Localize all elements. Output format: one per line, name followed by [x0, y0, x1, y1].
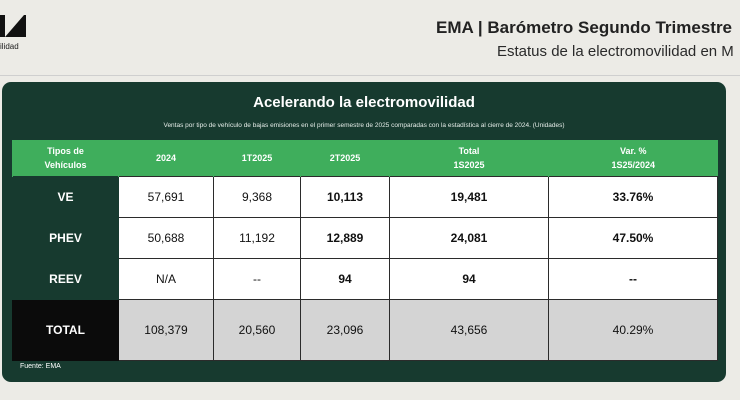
row-label: VE — [12, 176, 119, 218]
table-cell: 94 — [300, 258, 390, 300]
header-label: 1S25/2024 — [611, 160, 656, 170]
sales-table: Tipos de Vehículos 2024 1T2025 2T2025 To… — [12, 140, 718, 361]
header-label: 2T2025 — [329, 153, 361, 163]
table-cell: -- — [213, 258, 301, 300]
row-label: REEV — [12, 258, 119, 300]
table-cell: N/A — [118, 258, 214, 300]
header-label: 1T2025 — [241, 153, 273, 163]
row-label: TOTAL — [12, 299, 119, 361]
header-label: Tipos de — [47, 146, 84, 156]
card-title: Acelerando la electromovilidad — [253, 94, 475, 111]
table-row-total: TOTAL 108,379 20,560 23,096 43,656 40.29… — [12, 299, 718, 361]
card-subtitle: Ventas por tipo de vehículo de bajas emi… — [163, 122, 565, 129]
source-note: Fuente: EMA — [20, 363, 61, 370]
table-cell: 20,560 — [213, 299, 301, 361]
table-cell: 57,691 — [118, 176, 214, 218]
table-row-phev: PHEV 50,688 11,192 12,889 24,081 47.50% — [12, 217, 718, 259]
header-1t2025: 1T2025 — [213, 140, 301, 177]
header-label: Total — [458, 146, 480, 156]
table-cell: 19,481 — [389, 176, 549, 218]
table-cell: 47.50% — [548, 217, 718, 259]
table-cell: -- — [548, 258, 718, 300]
header-divider — [0, 75, 740, 76]
table-header-row: Tipos de Vehículos 2024 1T2025 2T2025 To… — [12, 140, 718, 177]
row-label: PHEV — [12, 217, 119, 259]
header-label: 2024 — [155, 153, 177, 163]
header-vehicle-type: Tipos de Vehículos — [12, 140, 119, 177]
page-subtitle: Estatus de la electromovilidad en M — [497, 43, 734, 60]
table-cell: 108,379 — [118, 299, 214, 361]
brand-logo-text: ilidad — [0, 42, 19, 51]
header-label: 1S2025 — [453, 160, 485, 170]
header-label: Vehículos — [44, 160, 87, 170]
brand-logo-icon — [0, 15, 26, 37]
table-cell: 33.76% — [548, 176, 718, 218]
table-cell: 12,889 — [300, 217, 390, 259]
table-cell: 23,096 — [300, 299, 390, 361]
header-label: Var. % — [619, 146, 647, 156]
header-2024: 2024 — [118, 140, 214, 177]
header-var-pct: Var. % 1S25/2024 — [548, 140, 718, 177]
table-cell: 94 — [389, 258, 549, 300]
table-cell: 9,368 — [213, 176, 301, 218]
table-row-reev: REEV N/A -- 94 94 -- — [12, 258, 718, 300]
table-cell: 11,192 — [213, 217, 301, 259]
table-cell: 24,081 — [389, 217, 549, 259]
header-2t2025: 2T2025 — [300, 140, 390, 177]
table-cell: 50,688 — [118, 217, 214, 259]
table-cell: 43,656 — [389, 299, 549, 361]
header-total-1s2025: Total 1S2025 — [389, 140, 549, 177]
table-cell: 40.29% — [548, 299, 718, 361]
table-row-ve: VE 57,691 9,368 10,113 19,481 33.76% — [12, 176, 718, 218]
page-title: EMA | Barómetro Segundo Trimestre — [436, 18, 733, 37]
table-cell: 10,113 — [300, 176, 390, 218]
